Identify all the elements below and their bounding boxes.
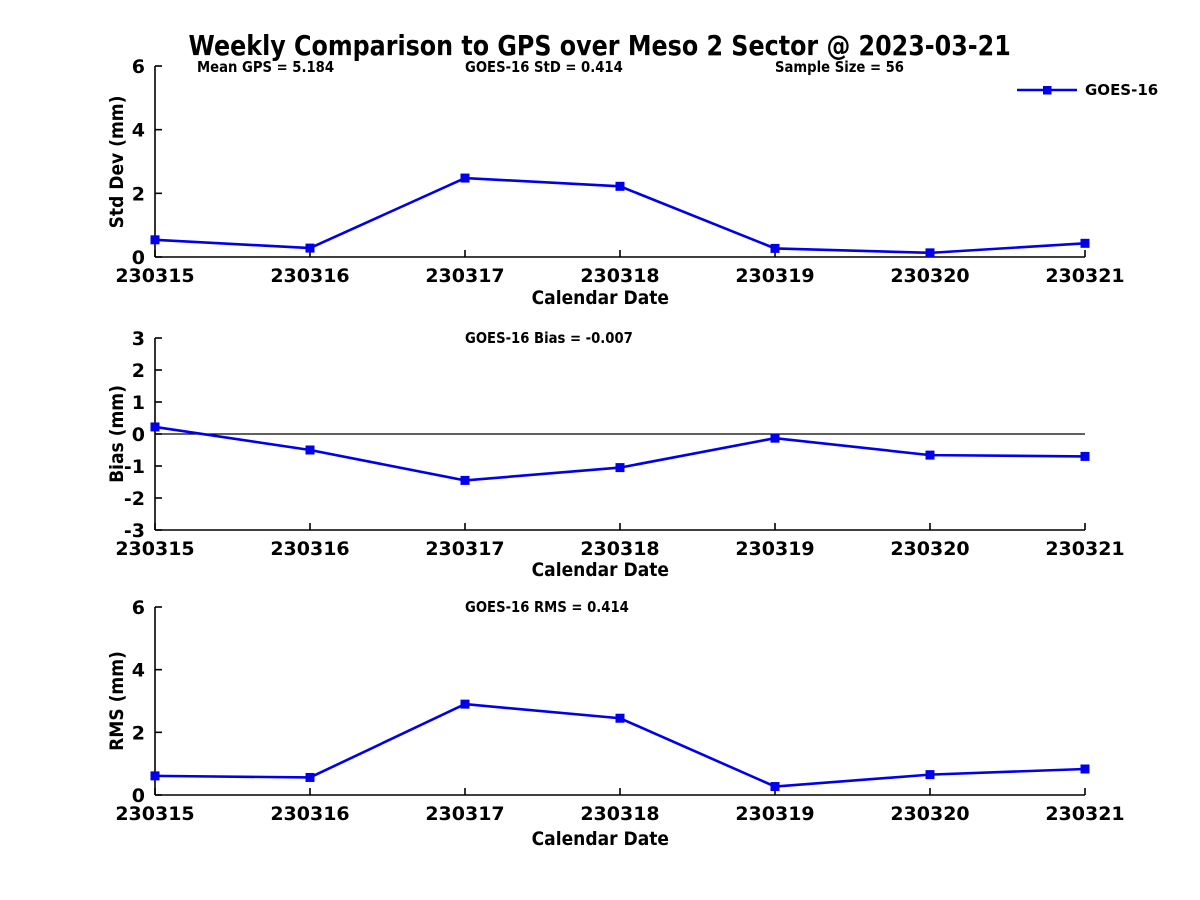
- svg-text:230319: 230319: [735, 803, 814, 825]
- annotation-mean-gps: Mean GPS = 5.184: [197, 58, 335, 76]
- svg-text:4: 4: [132, 660, 145, 682]
- svg-text:2: 2: [132, 360, 145, 382]
- annotation-goes16-std: GOES-16 StD = 0.414: [465, 58, 623, 76]
- svg-text:230320: 230320: [890, 803, 969, 825]
- svg-text:6: 6: [132, 56, 145, 78]
- annotation-sample-size: Sample Size = 56: [775, 58, 904, 76]
- xlabel-wrap-3: Calendar Date: [0, 828, 1200, 850]
- xlabel-wrap-2: Calendar Date: [0, 559, 1200, 581]
- svg-text:230316: 230316: [270, 538, 349, 560]
- svg-text:230318: 230318: [580, 265, 659, 287]
- ylabel-bias: Bias (mm): [106, 385, 128, 483]
- svg-text:2: 2: [132, 722, 145, 744]
- svg-text:230319: 230319: [735, 538, 814, 560]
- legend-label: GOES-16: [1085, 81, 1159, 99]
- svg-text:-1: -1: [124, 456, 145, 478]
- svg-text:0: 0: [132, 247, 145, 269]
- annotation-goes16-rms: GOES-16 RMS = 0.414: [465, 598, 629, 616]
- svg-text:230317: 230317: [425, 538, 504, 560]
- legend: GOES-16: [1016, 81, 1158, 99]
- svg-text:230318: 230318: [580, 803, 659, 825]
- svg-text:230317: 230317: [425, 265, 504, 287]
- svg-text:-3: -3: [124, 520, 145, 542]
- svg-text:230316: 230316: [270, 265, 349, 287]
- figure-title: Weekly Comparison to GPS over Meso 2 Sec…: [188, 29, 1012, 62]
- xlabel-calendar-date-3: Calendar Date: [531, 828, 669, 850]
- svg-text:230320: 230320: [890, 265, 969, 287]
- svg-text:-2: -2: [124, 488, 145, 510]
- legend-line-marker-icon: [1017, 86, 1077, 95]
- ylabel-rms: RMS (mm): [106, 651, 128, 751]
- svg-text:230316: 230316: [270, 803, 349, 825]
- xlabel-calendar-date-1: Calendar Date: [531, 287, 669, 309]
- svg-text:0: 0: [132, 785, 145, 807]
- xlabel-calendar-date-2: Calendar Date: [531, 559, 669, 581]
- svg-text:4: 4: [132, 120, 145, 142]
- svg-text:230315: 230315: [115, 538, 194, 560]
- svg-text:230315: 230315: [115, 265, 194, 287]
- ylabel-std-dev: Std Dev (mm): [106, 95, 128, 229]
- annotation-goes16-bias: GOES-16 Bias = -0.007: [465, 329, 633, 347]
- svg-text:6: 6: [132, 597, 145, 619]
- svg-text:0: 0: [132, 424, 145, 446]
- svg-text:230321: 230321: [1045, 803, 1124, 825]
- svg-text:1: 1: [132, 392, 145, 414]
- svg-text:3: 3: [132, 328, 145, 350]
- figure-title-wrap: Weekly Comparison to GPS over Meso 2 Sec…: [0, 29, 1200, 62]
- svg-text:230318: 230318: [580, 538, 659, 560]
- svg-text:230317: 230317: [425, 803, 504, 825]
- svg-text:2: 2: [132, 183, 145, 205]
- svg-text:230315: 230315: [115, 803, 194, 825]
- svg-text:230320: 230320: [890, 538, 969, 560]
- svg-text:230319: 230319: [735, 265, 814, 287]
- xlabel-wrap-1: Calendar Date: [0, 287, 1200, 309]
- svg-text:230321: 230321: [1045, 265, 1124, 287]
- svg-text:230321: 230321: [1045, 538, 1124, 560]
